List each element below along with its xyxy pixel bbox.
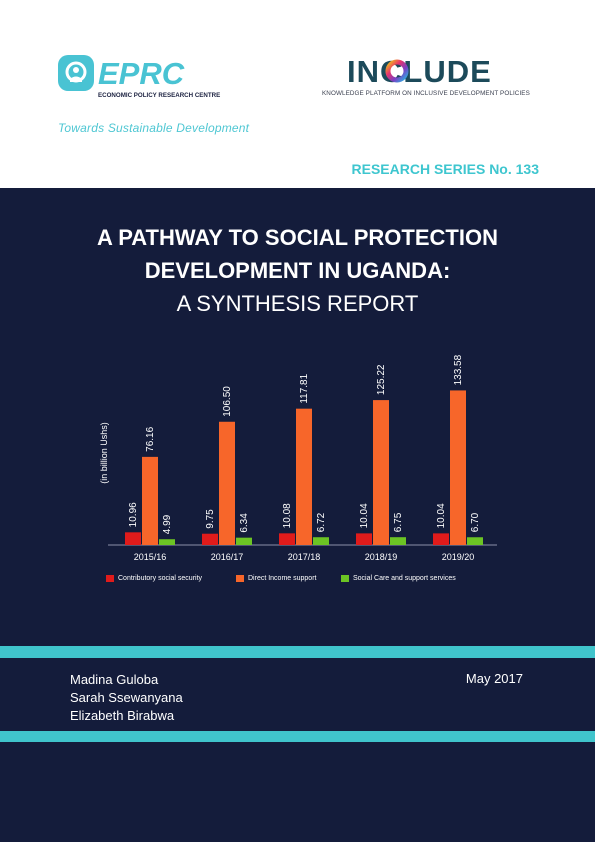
x-tick-label: 2017/18 <box>288 552 321 562</box>
bar-2015/16-s1 <box>142 456 158 545</box>
bar-2015/16-s0 <box>125 532 141 545</box>
bar-2016/17-s1 <box>219 421 235 545</box>
bar-2018/19-s2 <box>390 537 406 545</box>
publication-date: May 2017 <box>465 671 523 686</box>
bar-2018/19-s0 <box>356 533 372 545</box>
x-tick-label: 2015/16 <box>134 552 167 562</box>
author-name: Madina Guloba <box>70 672 159 687</box>
data-label: 10.96 <box>128 502 139 527</box>
data-label: 133.58 <box>453 354 464 385</box>
title-line-1: A PATHWAY TO SOCIAL PROTECTION <box>97 225 498 250</box>
x-tick-label: 2019/20 <box>442 552 475 562</box>
legend-item-social-care: Social Care and support services <box>341 575 456 582</box>
bar-2019/20-s1 <box>450 390 466 545</box>
data-label: 106.50 <box>222 386 233 417</box>
legend-swatch <box>106 575 114 582</box>
legend-swatch <box>236 575 244 582</box>
data-label: 76.16 <box>145 426 156 451</box>
data-label: 4.99 <box>162 514 173 534</box>
data-label: 6.75 <box>393 512 404 532</box>
author-name: Elizabeth Birabwa <box>70 708 175 723</box>
legend-item-direct-income: Direct Income support <box>236 575 316 582</box>
bar-2017/18-s2 <box>313 537 329 545</box>
header-area: EPRC ECONOMIC POLICY RESEARCH CENTRE Tow… <box>0 0 595 188</box>
legend-label: Direct Income support <box>248 575 317 582</box>
author-name: Sarah Ssewanyana <box>70 690 183 705</box>
eprc-logo-subtitle: ECONOMIC POLICY RESEARCH CENTRE <box>98 92 220 99</box>
data-label: 6.70 <box>470 512 481 532</box>
include-ring-icon <box>385 59 409 83</box>
chart-legend: Contributory social security Direct Inco… <box>106 575 526 589</box>
bar-2015/16-s2 <box>159 539 175 545</box>
data-label: 125.22 <box>376 364 387 395</box>
author-list: Madina Guloba Sarah Ssewanyana Elizabeth… <box>70 671 183 725</box>
include-tagline: KNOWLEDGE PLATFORM ON INCLUSIVE DEVELOPM… <box>322 90 530 97</box>
data-label: 10.04 <box>359 503 370 528</box>
legend-label: Contributory social security <box>118 575 203 582</box>
legend-label: Social Care and support services <box>353 575 456 582</box>
x-tick-label: 2018/19 <box>365 552 398 562</box>
bar-2016/17-s0 <box>202 533 218 545</box>
title-line-3: A SYNTHESIS REPORT <box>176 291 419 316</box>
data-label: 10.04 <box>436 503 447 528</box>
data-label: 117.81 <box>299 373 310 403</box>
legend-swatch <box>341 575 349 582</box>
bar-2017/18-s1 <box>296 408 312 545</box>
y-axis-label: (in billion Ushs) <box>99 422 109 484</box>
eprc-tagline: Towards Sustainable Development <box>58 121 250 135</box>
top-divider-stripe <box>0 646 595 658</box>
eprc-logo-text: EPRC <box>98 56 185 91</box>
bar-2018/19-s1 <box>373 400 389 545</box>
bar-2017/18-s0 <box>279 533 295 545</box>
x-tick-label: 2016/17 <box>211 552 244 562</box>
bottom-divider-stripe <box>0 731 595 742</box>
bar-2016/17-s2 <box>236 537 252 545</box>
include-logo-text: INCLUDE <box>347 54 492 89</box>
spending-chart: (in billion Ushs) 10.96 76.16 4.99 2015/16 9… <box>99 354 497 562</box>
title-line-2: DEVELOPMENT IN UGANDA: <box>144 258 451 283</box>
include-logo: INCLUDE <box>347 54 492 89</box>
data-label: 10.08 <box>282 503 293 528</box>
data-label: 6.34 <box>239 513 250 533</box>
bar-2019/20-s2 <box>467 537 483 545</box>
data-label: 9.75 <box>205 509 216 529</box>
data-label: 6.72 <box>316 512 327 532</box>
bar-2019/20-s0 <box>433 533 449 545</box>
legend-item-contributory: Contributory social security <box>106 575 202 582</box>
eprc-logo: EPRC ECONOMIC POLICY RESEARCH CENTRE <box>58 55 220 99</box>
research-series-label: RESEARCH SERIES No. 133 <box>351 161 540 177</box>
